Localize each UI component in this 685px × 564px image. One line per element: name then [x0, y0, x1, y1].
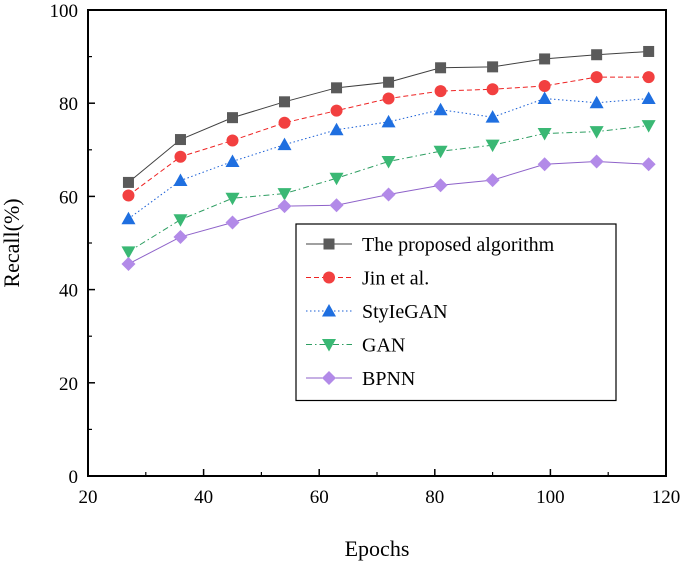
data-point — [485, 173, 500, 188]
data-point — [279, 96, 291, 108]
data-point — [589, 154, 604, 169]
x-tick-label: 100 — [536, 487, 565, 508]
data-point — [538, 79, 551, 92]
legend: The proposed algorithm Jin et al. StyIeGAN… — [295, 223, 617, 402]
legend-label: BPNN — [362, 368, 415, 390]
data-point — [173, 229, 188, 244]
data-point — [225, 215, 240, 230]
x-tick-label: 60 — [310, 487, 329, 508]
legend-label: The proposed algorithm — [362, 234, 555, 256]
data-point — [329, 198, 344, 213]
x-tick-label: 40 — [194, 487, 213, 508]
data-point — [643, 45, 655, 57]
legend-label: StyIeGAN — [362, 301, 448, 323]
data-point — [487, 61, 499, 73]
data-point — [382, 92, 395, 105]
series-0 — [122, 45, 655, 188]
data-point — [589, 126, 604, 139]
data-point — [590, 71, 603, 84]
data-point — [539, 53, 551, 65]
series-2 — [121, 91, 656, 225]
data-point — [329, 172, 344, 186]
x-tick-label: 120 — [652, 487, 681, 508]
data-point — [174, 134, 186, 146]
data-point — [383, 76, 395, 88]
data-point — [122, 176, 134, 188]
y-tick-label: 60 — [59, 187, 78, 208]
x-tick-label: 20 — [79, 487, 98, 508]
y-axis-ticks: 0 20 40 60 80 100 — [50, 1, 95, 488]
data-point — [173, 214, 188, 227]
series-line — [128, 125, 649, 253]
data-point — [278, 116, 291, 129]
legend-box — [295, 223, 617, 402]
data-point — [537, 91, 552, 105]
data-point — [433, 102, 448, 116]
data-point — [226, 134, 239, 147]
data-point — [121, 246, 136, 259]
data-point — [173, 173, 188, 187]
y-tick-label: 80 — [59, 94, 78, 115]
legend-marker — [323, 271, 335, 284]
data-point — [589, 95, 604, 109]
data-point — [641, 120, 656, 133]
legend-label: GAN — [362, 335, 405, 357]
data-point — [591, 49, 603, 61]
data-point — [486, 83, 499, 96]
series-3 — [121, 120, 656, 259]
y-tick-label: 20 — [59, 374, 78, 395]
x-axis-title: Epochs — [345, 536, 410, 561]
data-point — [329, 122, 344, 136]
legend-item: Jin et al. — [306, 268, 429, 290]
data-point — [433, 145, 448, 159]
y-tick-label: 100 — [50, 1, 79, 22]
data-point — [381, 187, 396, 202]
y-tick-label: 40 — [59, 281, 78, 302]
data-point — [227, 112, 238, 124]
data-point — [433, 178, 448, 193]
legend-marker — [323, 238, 335, 250]
data-point — [435, 62, 447, 74]
data-point — [434, 85, 447, 98]
data-point — [277, 137, 292, 151]
data-point — [641, 157, 656, 172]
data-point — [225, 192, 240, 206]
legend-marker — [322, 304, 336, 317]
legend-marker — [322, 339, 336, 352]
data-point — [277, 199, 292, 214]
series-4 — [121, 154, 656, 271]
data-point — [121, 256, 136, 271]
x-tick-label: 80 — [425, 487, 444, 508]
data-point — [277, 188, 292, 201]
data-point — [331, 82, 343, 94]
data-point — [174, 150, 187, 163]
data-point — [641, 91, 656, 105]
data-point — [330, 104, 343, 117]
data-point — [122, 189, 135, 202]
data-point — [537, 127, 552, 141]
data-point — [121, 211, 136, 225]
legend-item: The proposed algorithm — [306, 234, 555, 256]
legend-item: StyIeGAN — [306, 301, 448, 323]
plot-area — [121, 45, 656, 271]
y-tick-label: 0 — [69, 467, 79, 488]
data-point — [537, 157, 552, 172]
legend-marker — [322, 371, 336, 385]
data-point — [485, 110, 500, 123]
legend-item: BPNN — [306, 368, 415, 390]
legend-item: GAN — [306, 335, 405, 357]
legend-label: Jin et al. — [362, 268, 429, 290]
data-point — [225, 154, 240, 167]
data-point — [381, 155, 396, 169]
series-1 — [122, 71, 655, 202]
x-axis-ticks: 20 40 60 80 100 120 — [79, 469, 681, 508]
data-point — [642, 71, 655, 84]
data-point — [381, 114, 396, 128]
y-axis-title: Recall(%) — [0, 198, 24, 287]
data-point — [485, 139, 500, 153]
